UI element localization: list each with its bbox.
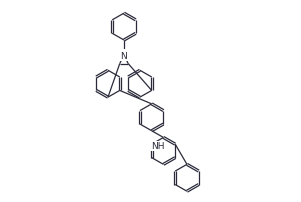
Text: N: N (121, 51, 127, 60)
Text: NH: NH (151, 142, 164, 151)
